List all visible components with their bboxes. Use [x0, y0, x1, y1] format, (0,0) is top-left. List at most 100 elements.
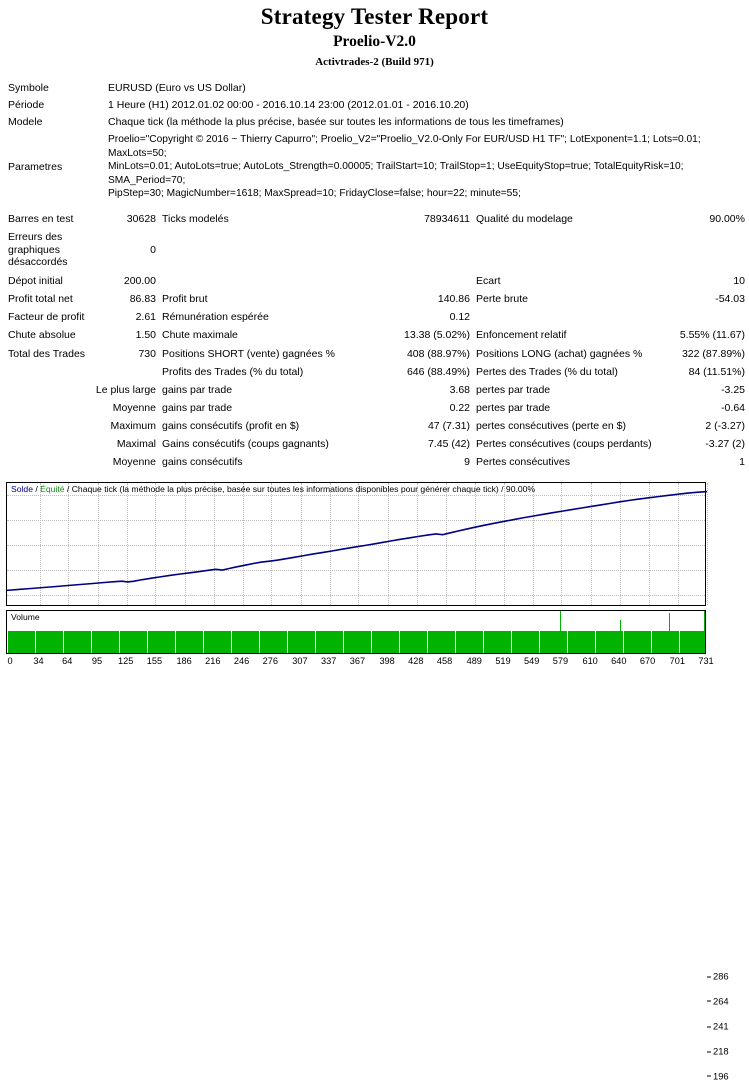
short-positions-value: 408 (88.97%): [406, 347, 470, 360]
avg-win-label: gains par trade: [162, 402, 233, 414]
bars-value: 30628: [126, 212, 156, 225]
short-positions-label: Positions SHORT (vente) gagnées %: [162, 347, 335, 360]
volume-spike: [619, 620, 621, 653]
total-trades-label: Total des Trades: [8, 347, 86, 360]
expected-payoff-label: Rémunération espérée: [162, 310, 269, 323]
equity-chart-section: Solde / Équité / Chaque tick (la méthode…: [6, 482, 743, 1081]
largest-label: Le plus large: [95, 384, 156, 396]
avg-cons-losses-label: Pertes consécutives: [476, 456, 570, 468]
net-profit-label: Profit total net: [8, 292, 73, 305]
info-row-model: Modele Chaque tick (la méthode la plus p…: [8, 114, 745, 131]
volume-bar: [203, 631, 231, 653]
volume-bar: [231, 631, 259, 653]
volume-bar: [427, 631, 455, 653]
avg-cons-wins-label: gains consécutifs: [162, 456, 243, 468]
maximum-label: Maximum: [110, 420, 156, 432]
chart-gridline-vertical: [39, 483, 41, 605]
volume-spike: [560, 611, 562, 653]
volume-bar: [147, 631, 175, 653]
info-row-period: Période 1 Heure (H1) 2012.01.02 00:00 - …: [8, 97, 745, 114]
chart-gridline-vertical: [416, 483, 418, 605]
avg-loss-label: pertes par trade: [476, 402, 551, 414]
ticks-label: Ticks modelés: [162, 212, 229, 225]
max-cons-losses-value: 2 (-3.27): [705, 420, 745, 432]
legend-sep-1: /: [32, 484, 41, 494]
legend-equity: Équité: [40, 484, 65, 494]
volume-bar: [399, 631, 427, 653]
x-axis-tick: 519: [495, 656, 511, 666]
chart-gridline-vertical: [591, 483, 593, 605]
volume-bar: [371, 631, 399, 653]
table-row: Facteur de profit 2.61 Rémunération espé…: [8, 308, 745, 327]
gross-profit-value: 140.86: [437, 292, 470, 305]
volume-spike: [668, 613, 670, 653]
x-axis-tick: 34: [33, 656, 44, 666]
rel-drawdown-label: Enfoncement relatif: [476, 329, 567, 342]
chart-x-axis: 0 34 64 95 125 155 186 216 246 276 307 337 367 398 428…: [6, 654, 713, 670]
volume-label: Volume: [11, 612, 40, 622]
chart-gridline-vertical: [678, 483, 680, 605]
parameters-line-2: MinLots=0.01; AutoLots=true; AutoLots_St…: [108, 161, 684, 186]
page-title: Strategy Tester Report: [260, 4, 489, 29]
chart-gridline-vertical: [271, 483, 273, 605]
avg-cons-losses-value: 1: [739, 456, 745, 468]
y-axis-tick: 196: [707, 1070, 729, 1082]
period-label: Période: [8, 99, 45, 111]
parameters-line-3: PipStep=30; MagicNumber=1618; MaxSpread=…: [108, 188, 521, 199]
x-axis-tick: 579: [552, 656, 569, 666]
period-value: 1 Heure (H1) 2012.01.02 00:00 - 2016.10.…: [108, 99, 469, 111]
gross-loss-label: Perte brute: [476, 292, 528, 305]
report-header: Strategy Tester Report Proelio-V2.0 Acti…: [0, 0, 749, 70]
volume-bar: [63, 631, 91, 653]
abs-drawdown-label: Chute absolue: [8, 329, 76, 341]
profit-factor-label: Facteur de profit: [8, 310, 85, 323]
profit-factor-value: 2.61: [135, 310, 156, 323]
x-axis-tick: 428: [408, 656, 424, 666]
x-axis-tick: 367: [349, 656, 366, 666]
x-axis-tick: 701: [669, 656, 685, 666]
volume-bar: [511, 631, 539, 653]
table-row: Profit total net 86.83 Profit brut 140.8…: [8, 290, 745, 308]
y-axis-tick: 241: [707, 1020, 729, 1032]
errors-label: Erreurs des graphiques désaccordés: [8, 231, 68, 268]
y-axis-tick: 286: [707, 970, 729, 982]
broker-build: Activtrades-2 (Build 971): [315, 56, 434, 68]
legend-sep-2: /: [64, 484, 72, 494]
chart-gridline-vertical: [300, 483, 302, 605]
table-row: Le plus large gains par trade 3.68 perte…: [8, 381, 745, 399]
bars-label: Barres en test: [8, 212, 74, 225]
x-axis-tick: 307: [292, 656, 308, 666]
equity-graph[interactable]: Solde / Équité / Chaque tick (la méthode…: [6, 482, 708, 606]
table-row: Moyenne gains consécutifs 9 Pertes consé…: [8, 453, 745, 471]
avg-cons-label: Moyenne: [112, 456, 156, 468]
total-trades-value: 730: [138, 347, 156, 360]
spread-label: Ecart: [476, 274, 501, 287]
maximal-wins-label: Gains consécutifs (coups gagnants): [162, 438, 329, 450]
chart-gridline-vertical: [97, 483, 99, 605]
maximal-losses-value: -3.27 (2): [705, 438, 745, 450]
maximal-wins-value: 7.45 (42): [427, 438, 470, 450]
chart-gridline-vertical: [68, 483, 70, 605]
gross-profit-label: Profit brut: [162, 292, 208, 305]
table-row: Moyenne gains par trade 0.22 pertes par …: [8, 399, 745, 417]
volume-bar: [91, 631, 119, 653]
chart-gridline-vertical: [561, 483, 563, 605]
long-positions-value: 322 (87.89%): [681, 347, 745, 360]
loss-trades-value: 84 (11.51%): [688, 366, 745, 378]
volume-graph[interactable]: Volume: [6, 610, 706, 654]
parameters-line-1: Proelio="Copyright © 2016 ~ Thierry Capu…: [108, 134, 701, 159]
x-axis-tick: 670: [639, 656, 656, 666]
volume-bar: [623, 631, 651, 653]
volume-bar: [455, 631, 483, 653]
table-row: Chute absolue 1.50 Chute maximale 13.38 …: [8, 326, 745, 345]
deposit-label: Dépot initial: [8, 274, 63, 287]
x-axis-tick: 489: [466, 656, 482, 666]
chart-gridline-horizontal: [7, 594, 705, 596]
symbol-value: EURUSD (Euro vs US Dollar): [108, 82, 246, 94]
parameters-value: Proelio="Copyright © 2016 ~ Thierry Capu…: [104, 131, 745, 204]
chart-gridline-vertical: [126, 483, 128, 605]
table-row: Maximal Gains consécutifs (coups gagnant…: [8, 435, 745, 453]
table-row: Maximum gains consécutifs (profit en $) …: [8, 417, 745, 435]
chart-gridline-vertical: [532, 483, 534, 605]
x-axis-tick: 337: [321, 656, 337, 666]
